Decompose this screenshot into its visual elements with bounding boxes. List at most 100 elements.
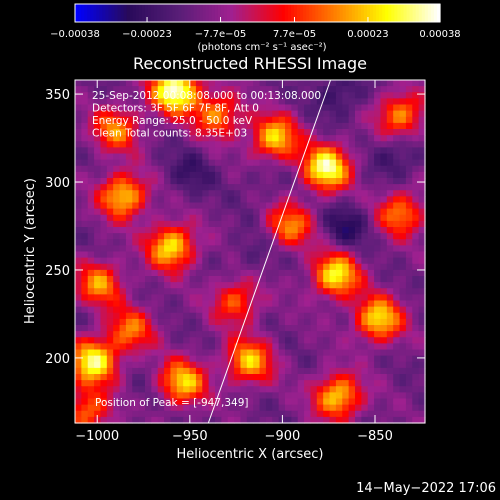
heatmap-cell <box>335 269 343 277</box>
heatmap-cell <box>215 129 222 136</box>
heatmap-cell <box>412 343 420 351</box>
heatmap-cell <box>323 116 331 124</box>
heatmap-cell <box>246 288 254 295</box>
colorbar-segment <box>373 4 377 22</box>
colorbar-segment <box>409 4 414 22</box>
heatmap-cell <box>75 386 82 393</box>
heatmap-cell <box>316 404 324 412</box>
heatmap-cell <box>183 374 191 381</box>
heatmap-cell <box>215 263 222 271</box>
heatmap-cell <box>87 153 95 161</box>
solar-limb-line <box>207 79 332 424</box>
heatmap-cell <box>170 104 178 112</box>
heatmap-cell <box>125 245 133 253</box>
heatmap-cell <box>195 312 203 320</box>
heatmap-cell <box>405 110 413 118</box>
colorbar-segment <box>187 4 192 22</box>
heatmap-cell <box>151 129 159 136</box>
heatmap-cell <box>418 374 426 381</box>
heatmap-cell <box>100 202 108 210</box>
colorbar-segment <box>330 4 335 22</box>
heatmap-cell <box>342 263 350 271</box>
heatmap-cell <box>310 300 318 308</box>
heatmap-cell <box>113 380 121 387</box>
heatmap-cell <box>75 116 82 124</box>
heatmap-cell <box>304 361 312 369</box>
heatmap-cell <box>355 245 362 253</box>
heatmap-cell <box>87 263 95 271</box>
heatmap-cell <box>132 245 140 253</box>
heatmap-cell <box>94 361 102 369</box>
heatmap-cell <box>119 269 127 277</box>
heatmap-cell <box>253 233 261 240</box>
heatmap-cell <box>138 104 146 112</box>
heatmap-cell <box>75 171 82 179</box>
heatmap-cell <box>221 282 229 289</box>
heatmap-cell <box>221 196 229 204</box>
heatmap-cell <box>87 159 95 167</box>
heatmap-cell <box>342 367 350 375</box>
heatmap-cell <box>138 184 146 191</box>
heatmap-cell <box>81 288 89 295</box>
heatmap-cell <box>405 355 413 363</box>
heatmap-cell <box>195 141 203 148</box>
heatmap-cell <box>393 404 401 412</box>
heatmap-cell <box>234 178 242 185</box>
heatmap-cell <box>87 300 95 308</box>
heatmap-cell <box>94 300 102 308</box>
heatmap-cell <box>151 337 159 344</box>
heatmap-cell <box>234 349 242 357</box>
heatmap-cell <box>304 392 312 400</box>
heatmap-cell <box>246 294 254 302</box>
heatmap-cell <box>380 410 388 418</box>
heatmap-cell <box>418 227 426 234</box>
heatmap-cell <box>374 257 382 265</box>
heatmap-cell <box>291 300 299 308</box>
heatmap-cell <box>361 159 369 167</box>
colorbar-segment <box>318 4 322 22</box>
heatmap-cell <box>75 239 82 246</box>
heatmap-cell <box>323 276 331 283</box>
heatmap-cell <box>221 398 229 406</box>
heatmap-cell <box>157 80 165 87</box>
heatmap-cell <box>240 129 248 136</box>
heatmap-cell <box>81 361 89 369</box>
heatmap-cell <box>399 361 407 369</box>
heatmap-cell <box>87 288 95 295</box>
heatmap-cell <box>405 263 413 271</box>
x-tick-label: −850 <box>357 429 393 444</box>
heatmap-cell <box>361 214 369 222</box>
heatmap-cell <box>183 129 191 136</box>
heatmap-cell <box>234 325 242 332</box>
heatmap-cell <box>304 343 312 351</box>
heatmap-cell <box>138 282 146 289</box>
heatmap-cell <box>215 325 222 332</box>
heatmap-cell <box>412 171 420 179</box>
heatmap-cell <box>234 355 242 363</box>
heatmap-cell <box>342 80 350 87</box>
heatmap-cell <box>227 135 235 142</box>
heatmap-cell <box>240 263 248 271</box>
heatmap-cell <box>221 306 229 314</box>
heatmap-cell <box>342 86 350 93</box>
heatmap-cell <box>329 141 337 148</box>
heatmap-cell <box>240 98 248 106</box>
heatmap-cell <box>285 227 292 234</box>
heatmap-cell <box>291 245 299 253</box>
heatmap-cell <box>87 86 95 93</box>
heatmap-cell <box>253 129 261 136</box>
heatmap-cell <box>335 288 343 295</box>
heatmap-cell <box>94 159 102 167</box>
heatmap-cell <box>113 141 121 148</box>
heatmap-cell <box>145 147 152 155</box>
heatmap-cell <box>272 410 280 418</box>
heatmap-cell <box>208 269 216 277</box>
heatmap-cell <box>380 227 388 234</box>
heatmap-cell <box>323 343 331 351</box>
heatmap-cell <box>399 165 407 173</box>
annotation-line: Energy Range: 25.0 - 50.0 keV <box>92 115 253 127</box>
colorbar-segment <box>123 4 128 22</box>
heatmap-cell <box>75 147 82 155</box>
heatmap-cell <box>278 282 286 289</box>
heatmap-cell <box>291 343 299 351</box>
